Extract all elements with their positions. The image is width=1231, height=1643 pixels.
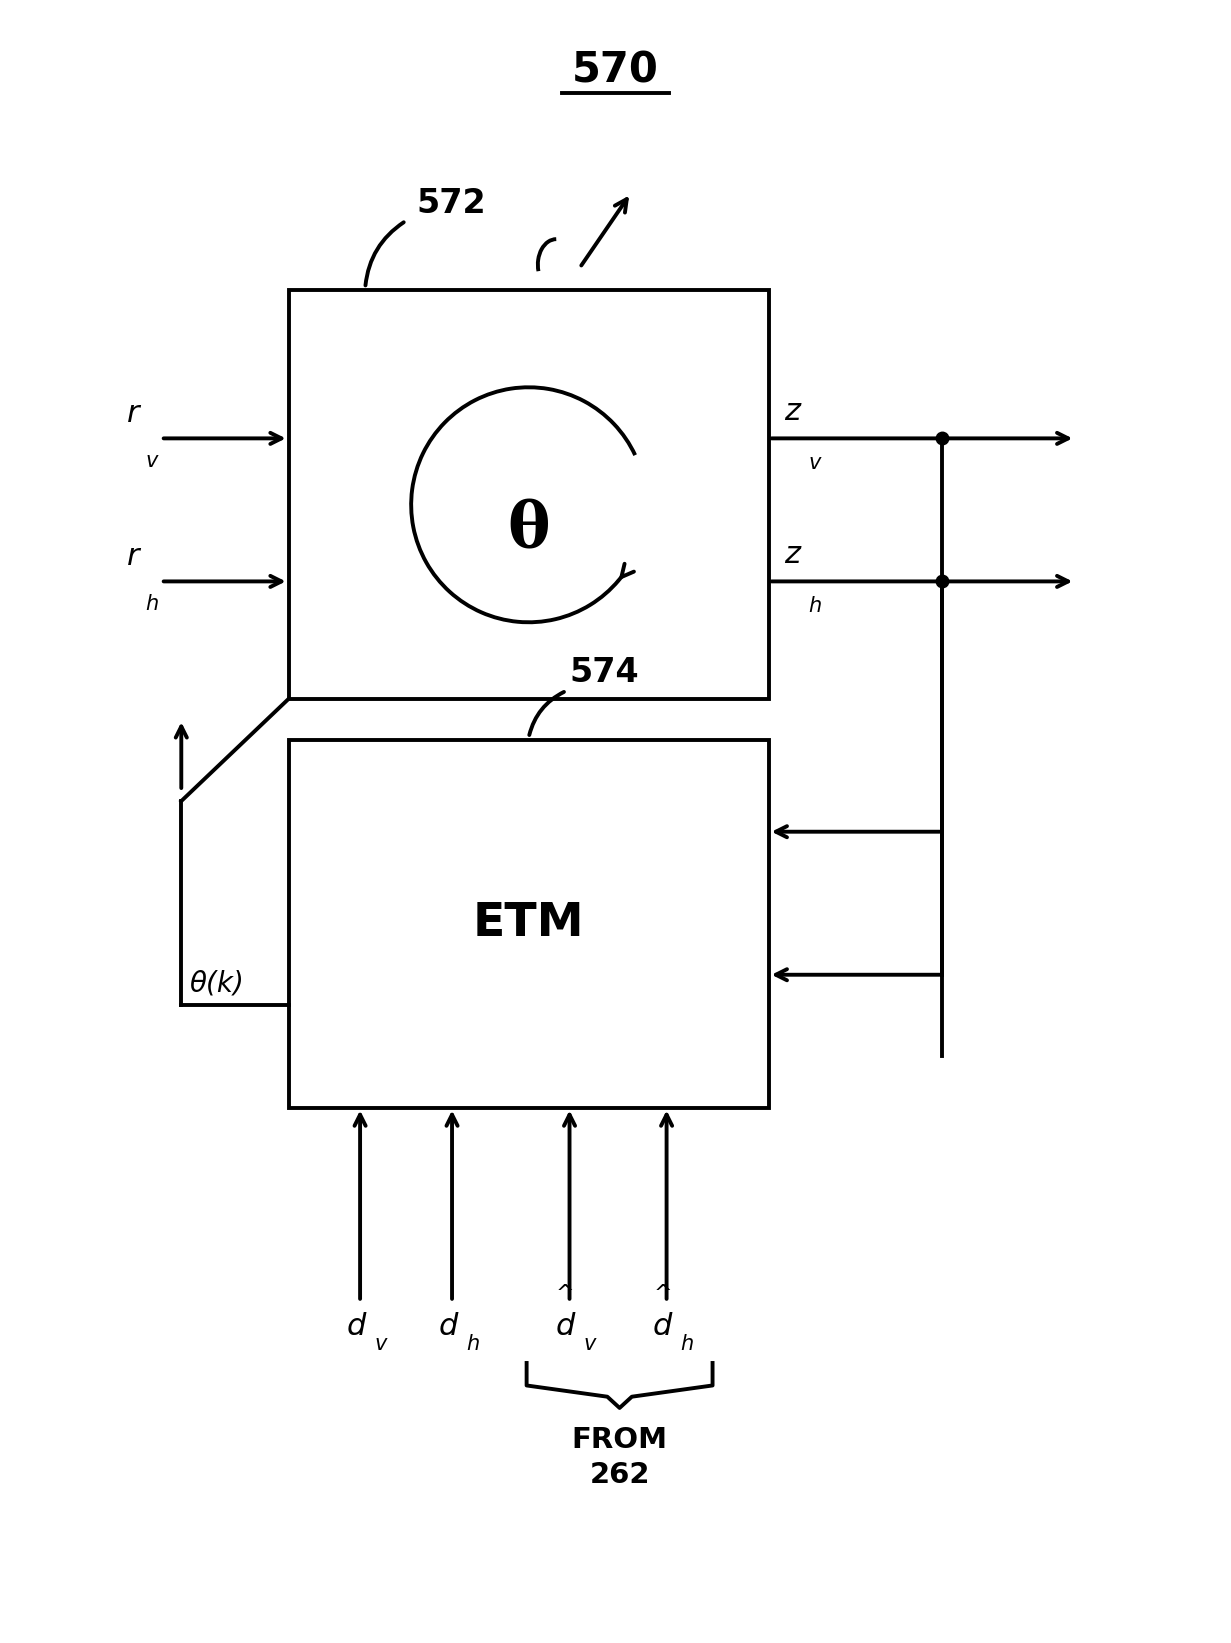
Text: d: d xyxy=(555,1311,575,1341)
Text: v: v xyxy=(374,1334,387,1354)
Text: ^: ^ xyxy=(556,1283,575,1305)
Text: h: h xyxy=(145,593,159,614)
Text: z: z xyxy=(784,541,800,568)
Text: z: z xyxy=(784,398,800,426)
Text: 572: 572 xyxy=(416,187,486,220)
Text: h: h xyxy=(681,1334,693,1354)
Text: 574: 574 xyxy=(570,656,639,688)
Text: v: v xyxy=(145,450,158,470)
Text: d: d xyxy=(652,1311,672,1341)
Bar xyxy=(288,739,768,1107)
Text: r: r xyxy=(127,542,139,572)
Text: v: v xyxy=(809,453,821,473)
Text: 570: 570 xyxy=(572,49,659,92)
Text: ^: ^ xyxy=(654,1283,672,1305)
Text: r: r xyxy=(127,399,139,429)
Text: v: v xyxy=(583,1334,596,1354)
Bar xyxy=(288,291,768,698)
Text: d: d xyxy=(346,1311,366,1341)
Text: θ(k): θ(k) xyxy=(190,969,244,997)
Text: FROM
262: FROM 262 xyxy=(571,1426,667,1489)
Text: ETM: ETM xyxy=(473,900,585,946)
Text: h: h xyxy=(808,596,821,616)
Text: h: h xyxy=(465,1334,479,1354)
Text: θ: θ xyxy=(507,499,550,560)
Text: d: d xyxy=(438,1311,458,1341)
